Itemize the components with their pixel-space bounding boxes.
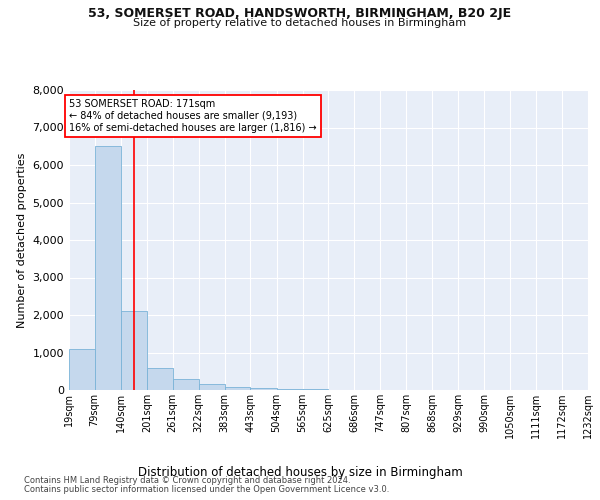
Bar bbox=[121, 311, 147, 390]
Text: Contains HM Land Registry data © Crown copyright and database right 2024.: Contains HM Land Registry data © Crown c… bbox=[24, 476, 350, 485]
Bar bbox=[250, 388, 277, 390]
Text: Distribution of detached houses by size in Birmingham: Distribution of detached houses by size … bbox=[137, 466, 463, 479]
Bar bbox=[69, 349, 95, 390]
Bar bbox=[95, 146, 121, 390]
Bar bbox=[302, 389, 328, 390]
Bar bbox=[173, 379, 199, 390]
Bar bbox=[199, 384, 225, 390]
Bar bbox=[277, 389, 302, 390]
Text: Size of property relative to detached houses in Birmingham: Size of property relative to detached ho… bbox=[133, 18, 467, 28]
Bar bbox=[225, 387, 250, 390]
Y-axis label: Number of detached properties: Number of detached properties bbox=[17, 152, 27, 328]
Text: 53 SOMERSET ROAD: 171sqm
← 84% of detached houses are smaller (9,193)
16% of sem: 53 SOMERSET ROAD: 171sqm ← 84% of detach… bbox=[70, 100, 317, 132]
Text: Contains public sector information licensed under the Open Government Licence v3: Contains public sector information licen… bbox=[24, 484, 389, 494]
Text: 53, SOMERSET ROAD, HANDSWORTH, BIRMINGHAM, B20 2JE: 53, SOMERSET ROAD, HANDSWORTH, BIRMINGHA… bbox=[88, 8, 512, 20]
Bar bbox=[147, 368, 173, 390]
